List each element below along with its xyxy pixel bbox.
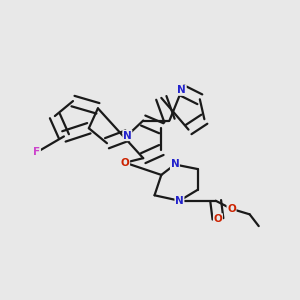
Text: N: N: [170, 160, 179, 170]
Text: F: F: [33, 147, 40, 157]
Text: N: N: [177, 85, 186, 95]
Text: N: N: [123, 130, 132, 140]
Text: O: O: [121, 158, 130, 168]
Text: O: O: [227, 204, 236, 214]
Text: N: N: [175, 196, 184, 206]
Text: O: O: [214, 214, 222, 224]
